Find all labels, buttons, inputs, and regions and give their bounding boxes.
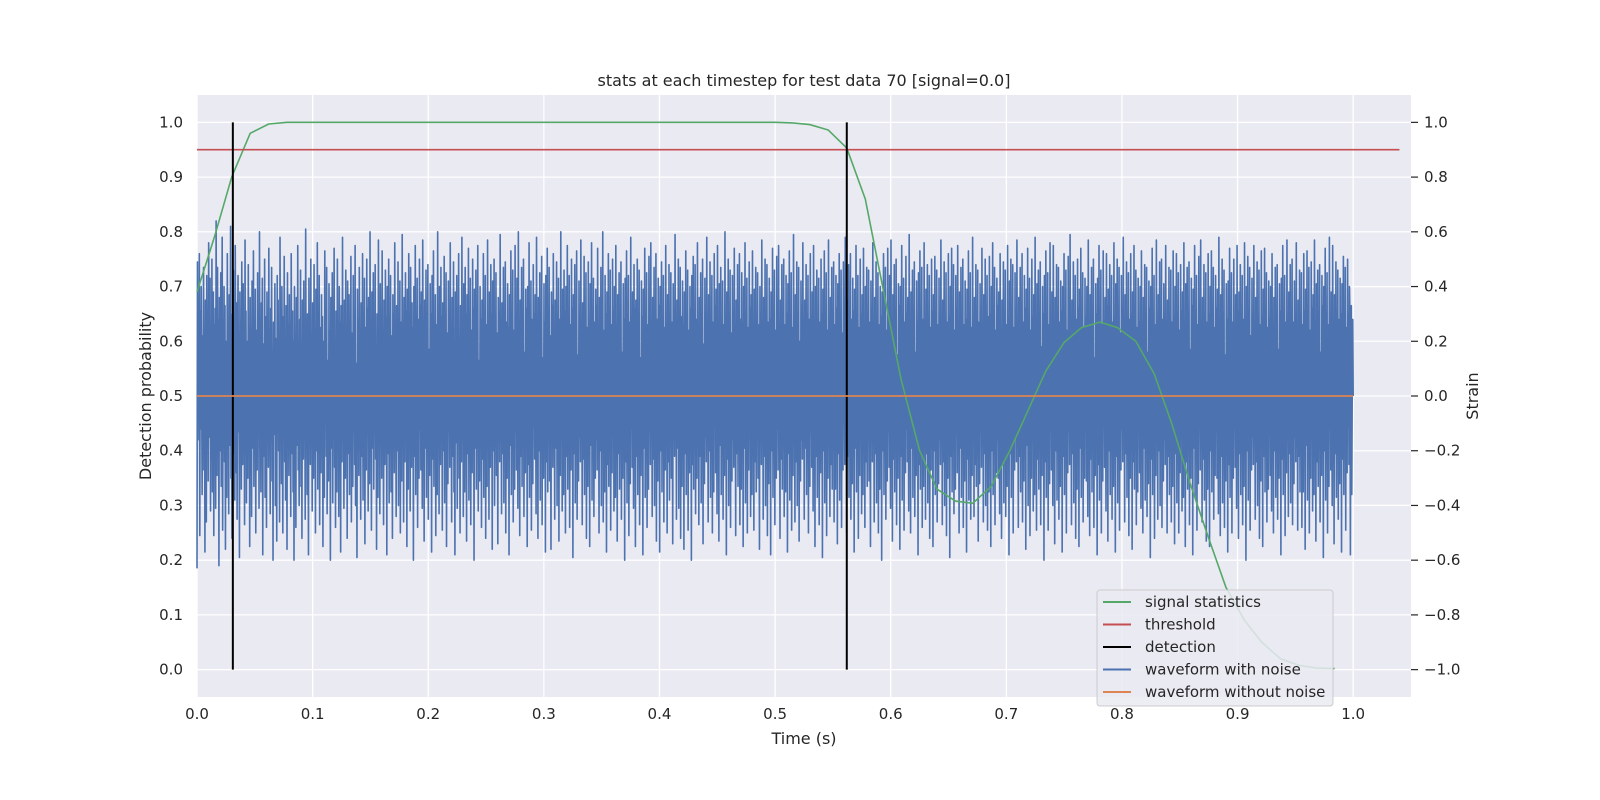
y-tick-label: 0.7 <box>159 278 183 296</box>
y-right-tick-label: 0.6 <box>1424 223 1448 241</box>
y-right-tick-label: 1.0 <box>1424 113 1448 131</box>
y-right-tick-label: 0.4 <box>1424 278 1448 296</box>
chart-title: stats at each timestep for test data 70 … <box>598 71 1011 90</box>
y-axis-ticks: 0.0 0.1 0.2 0.3 0.4 0.5 0.6 0.7 0.8 0.9 1.0 <box>159 113 183 678</box>
y-right-tick-label: −0.6 <box>1424 551 1460 569</box>
y-tick-label: 0.1 <box>159 606 183 624</box>
y-tick-label: 0.0 <box>159 661 183 679</box>
x-tick-label: 0.1 <box>301 705 325 723</box>
legend-label: signal statistics <box>1145 593 1261 611</box>
y-right-tick-label: 0.8 <box>1424 168 1448 186</box>
y-right-tick-label: 0.2 <box>1424 332 1448 350</box>
y-tick-label: 0.8 <box>159 223 183 241</box>
legend-label: waveform with noise <box>1145 661 1301 679</box>
x-tick-label: 0.0 <box>185 705 209 723</box>
legend-label: waveform without noise <box>1145 683 1325 701</box>
legend-label: detection <box>1145 638 1216 656</box>
y-right-tick-label: −1.0 <box>1424 661 1460 679</box>
legend: signal statistics threshold detection wavef… <box>1096 589 1334 707</box>
x-tick-label: 0.4 <box>648 705 672 723</box>
y-right-tick-label: −0.8 <box>1424 606 1460 624</box>
y-tick-label: 1.0 <box>159 113 183 131</box>
y-tick-label: 0.2 <box>159 551 183 569</box>
y-right-tick-label: 0.0 <box>1424 387 1448 405</box>
y-right-axis-ticks: −1.0 −0.8 −0.6 −0.4 −0.2 0.0 0.2 0.4 0.6 0.8 1.0 <box>1411 113 1460 679</box>
y-tick-label: 0.5 <box>159 387 183 405</box>
x-tick-label: 1.0 <box>1341 705 1365 723</box>
x-tick-label: 0.6 <box>879 705 903 723</box>
x-axis-ticks: 0.0 0.1 0.2 0.3 0.4 0.5 0.6 0.7 0.8 0.9 1.0 <box>185 705 1365 723</box>
y-right-axis-label: Strain <box>1463 372 1482 419</box>
y-tick-label: 0.6 <box>159 332 183 350</box>
x-tick-label: 0.3 <box>532 705 556 723</box>
y-tick-label: 0.9 <box>159 168 183 186</box>
y-axis-label: Detection probability <box>136 312 155 480</box>
legend-box <box>1096 589 1334 707</box>
legend-label: threshold <box>1145 616 1216 634</box>
x-tick-label: 0.9 <box>1226 705 1250 723</box>
x-axis-label: Time (s) <box>770 729 836 748</box>
y-tick-label: 0.3 <box>159 496 183 514</box>
y-right-tick-label: −0.4 <box>1424 496 1460 514</box>
series-waveform-with-noise <box>196 220 1354 569</box>
x-tick-label: 0.2 <box>416 705 440 723</box>
y-right-tick-label: −0.2 <box>1424 442 1460 460</box>
x-tick-label: 0.7 <box>994 705 1018 723</box>
y-tick-label: 0.4 <box>159 442 183 460</box>
series-signal-statistics <box>196 121 1335 670</box>
x-tick-label: 0.8 <box>1110 705 1134 723</box>
series-layer <box>196 121 1400 670</box>
x-tick-label: 0.5 <box>763 705 787 723</box>
